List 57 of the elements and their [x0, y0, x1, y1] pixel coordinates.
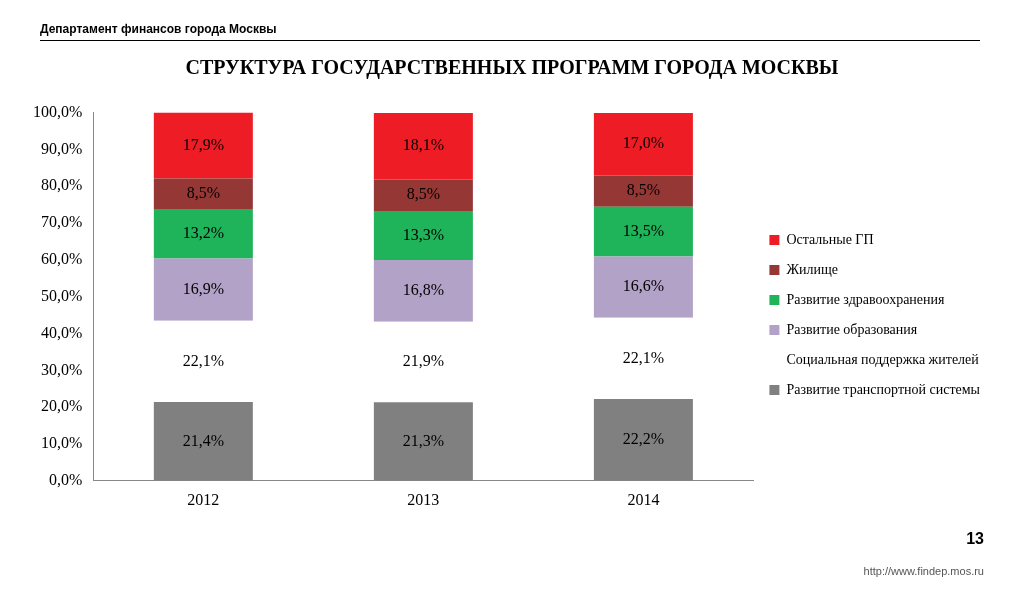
data-label: 22,1%: [182, 351, 225, 369]
data-label: 8,5%: [186, 184, 221, 202]
y-tick-label: 0,0%: [49, 471, 83, 488]
chart-title: СТРУКТУРА ГОСУДАРСТВЕННЫХ ПРОГРАММ ГОРОДА МОСКВЫ: [184, 56, 840, 79]
data-label: 21,3%: [402, 431, 445, 449]
data-label: 16,9%: [182, 279, 225, 297]
text: http://www.findep.mos.ru: [863, 565, 984, 577]
legend-label: Развитие образования: [786, 321, 918, 337]
y-tick-label: 70,0%: [41, 213, 83, 231]
bar: [373, 259, 473, 322]
y-tick-label: 30,0%: [41, 360, 83, 378]
y-tick-label: 10,0%: [41, 434, 83, 452]
data-label: 13,5%: [622, 221, 665, 239]
bar: [593, 206, 693, 257]
data-label: 8,5%: [406, 185, 441, 203]
data-label: 17,9%: [182, 135, 225, 153]
data-label: 13,3%: [402, 225, 445, 243]
data-label: 16,8%: [402, 281, 445, 299]
bar: [153, 209, 253, 259]
x-tick-label: 2014: [627, 490, 660, 508]
bar: [593, 256, 693, 318]
y-tick-label: 90,0%: [41, 139, 83, 157]
data-label: 21,4%: [182, 431, 225, 449]
text: Социальная поддержка жителей: [786, 351, 980, 367]
bar: [153, 402, 253, 481]
y-tick-label: 50,0%: [41, 286, 83, 304]
legend-label: Развитие транспортной системы: [786, 381, 981, 397]
x-tick-label: 2013: [407, 490, 440, 508]
data-label: 17,0%: [622, 134, 665, 152]
data-label: 13,2%: [182, 224, 225, 242]
bar: [153, 178, 253, 210]
bar: [153, 258, 253, 321]
data-label: 16,6%: [622, 277, 665, 295]
legend-label: Развитие здравоохранения: [786, 291, 946, 307]
bar: [373, 402, 473, 481]
y-tick-label: 80,0%: [41, 176, 83, 194]
bar: [373, 112, 473, 180]
data-label: 21,9%: [402, 352, 445, 370]
chart-subtitle: Департамент финансов города Москвы: [40, 22, 980, 41]
y-tick-label: 100,0%: [33, 102, 83, 120]
y-tick-label: 40,0%: [41, 323, 83, 341]
bar: [373, 210, 473, 260]
bar: [373, 179, 473, 211]
bar: [593, 399, 693, 481]
data-label: 22,2%: [622, 430, 665, 448]
legend-label: Остальные ГП: [786, 231, 874, 247]
text: 13: [966, 530, 984, 548]
bar: [153, 112, 253, 179]
legend-label: Жилище: [786, 261, 838, 277]
bar: [593, 175, 693, 207]
data-label: 18,1%: [402, 136, 445, 154]
data-label: 8,5%: [626, 181, 661, 199]
y-tick-label: 60,0%: [41, 250, 83, 268]
data-label: 22,1%: [622, 348, 665, 366]
bar: [593, 112, 693, 176]
x-tick-label: 2012: [187, 490, 220, 508]
y-tick-label: 20,0%: [41, 397, 83, 415]
